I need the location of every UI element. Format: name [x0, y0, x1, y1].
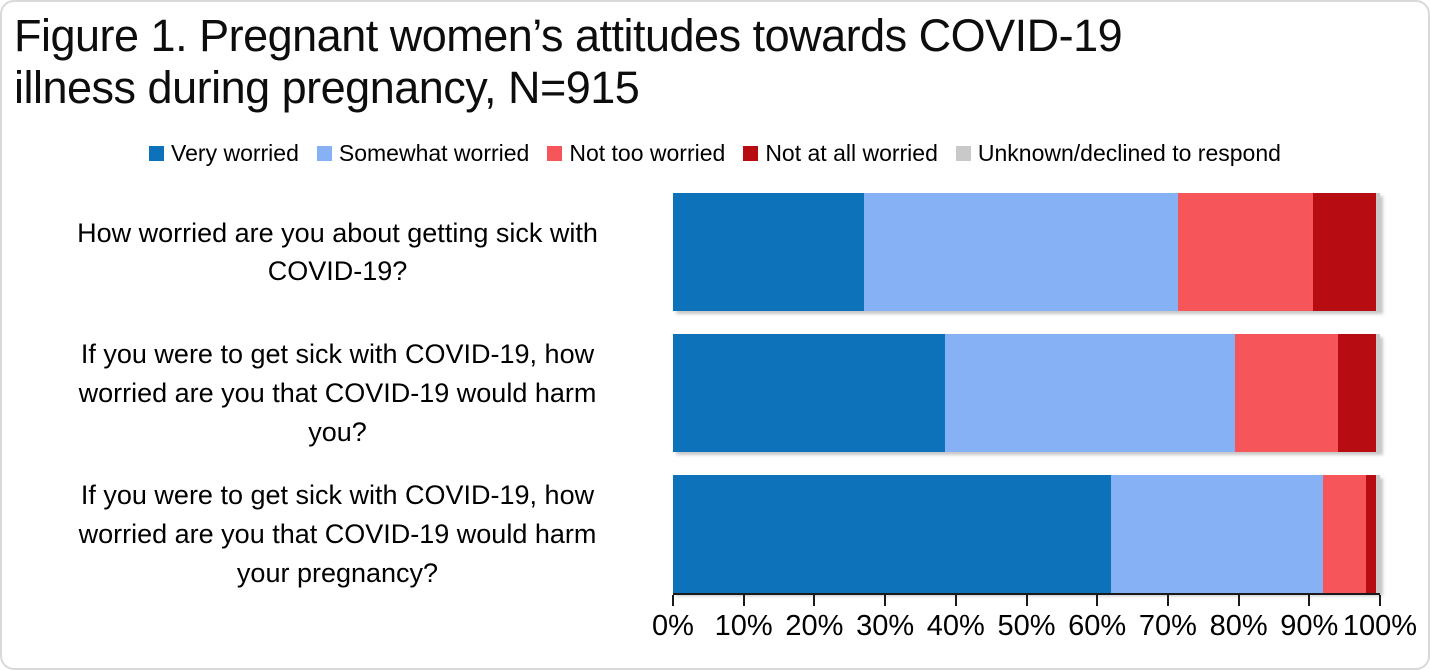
axis-tick	[1237, 595, 1240, 607]
axis-tick-label: 90%	[1280, 610, 1339, 643]
axis-tick-label: 70%	[1138, 610, 1197, 643]
bar-segment	[673, 193, 864, 312]
axis-tick	[1025, 595, 1028, 607]
figure-title: Figure 1. Pregnant women’s attitudes tow…	[14, 10, 1123, 114]
axis-tick	[884, 595, 887, 607]
stacked-bar	[673, 334, 1380, 453]
chart-rows: How worried are you about getting sick w…	[2, 193, 1428, 594]
legend-swatch-icon	[316, 146, 332, 162]
bar-segment	[673, 334, 946, 453]
category-label: If you were to get sick with COVID-19, h…	[78, 339, 597, 447]
axis-tick	[954, 595, 957, 607]
legend-label: Somewhat worried	[338, 140, 530, 167]
legend-swatch-icon	[149, 146, 165, 162]
bar-segment	[1365, 475, 1377, 594]
x-axis-labels: 0% 10% 20% 30% 40% 50% 60% 70% 80% 90% 100%	[652, 610, 1417, 652]
axis-tick-label: 20%	[785, 610, 844, 643]
category-label: How worried are you about getting sick w…	[77, 217, 598, 287]
x-axis	[672, 593, 1381, 608]
bar-segment	[1376, 193, 1380, 312]
legend-item: Unknown/declined to respond	[955, 140, 1281, 167]
legend: Very worried Somewhat worried Not too worr…	[2, 142, 1428, 165]
stacked-bar	[673, 193, 1380, 312]
stacked-bar	[673, 475, 1380, 594]
bar-segment	[1376, 475, 1380, 594]
bar-segment	[1337, 334, 1377, 453]
axis-tick	[672, 595, 674, 607]
bar-segment	[1235, 334, 1338, 453]
legend-item: Not at all worried	[743, 142, 938, 165]
axis-tick-label: 30%	[856, 610, 915, 643]
bar-segment	[945, 334, 1236, 453]
bar-segment	[1178, 193, 1313, 312]
axis-tick	[1096, 595, 1099, 607]
axis-tick-label: 80%	[1209, 610, 1268, 643]
axis-tick-label: 0%	[652, 610, 694, 643]
bar-segment	[1312, 193, 1377, 312]
axis-tick	[813, 595, 816, 607]
chart-row: If you were to get sick with COVID-19, h…	[2, 334, 1428, 453]
legend-item: Not too worried	[547, 142, 725, 165]
axis-tick	[1379, 595, 1381, 607]
category-label: If you were to get sick with COVID-19, h…	[78, 480, 597, 588]
bar-segment	[1323, 475, 1366, 594]
axis-tick-label: 50%	[997, 610, 1056, 643]
axis-tick-label: 10%	[714, 610, 773, 643]
axis-tick-label: 60%	[1068, 610, 1127, 643]
legend-label: Not too worried	[569, 140, 726, 167]
legend-swatch-icon	[547, 146, 563, 162]
chart-row: If you were to get sick with COVID-19, h…	[2, 475, 1428, 594]
bar-segment	[1376, 334, 1380, 453]
stacked-bar-chart: How worried are you about getting sick w…	[2, 193, 1428, 652]
axis-tick	[1308, 595, 1311, 607]
axis-tick-label: 100%	[1342, 610, 1418, 643]
chart-row: How worried are you about getting sick w…	[2, 193, 1428, 312]
bar-segment	[673, 475, 1112, 594]
legend-label: Unknown/declined to respond	[977, 140, 1281, 167]
axis-tick-label: 40%	[926, 610, 985, 643]
legend-label: Not at all worried	[765, 140, 938, 167]
legend-item: Somewhat worried	[316, 140, 530, 167]
legend-swatch-icon	[955, 146, 971, 162]
bar-segment	[1111, 475, 1324, 594]
axis-tick	[742, 595, 745, 607]
legend-label: Very worried	[171, 140, 299, 167]
axis-tick	[1166, 595, 1169, 607]
legend-swatch-icon	[743, 146, 759, 162]
legend-item: Very worried	[149, 142, 299, 165]
bar-segment	[863, 193, 1179, 312]
